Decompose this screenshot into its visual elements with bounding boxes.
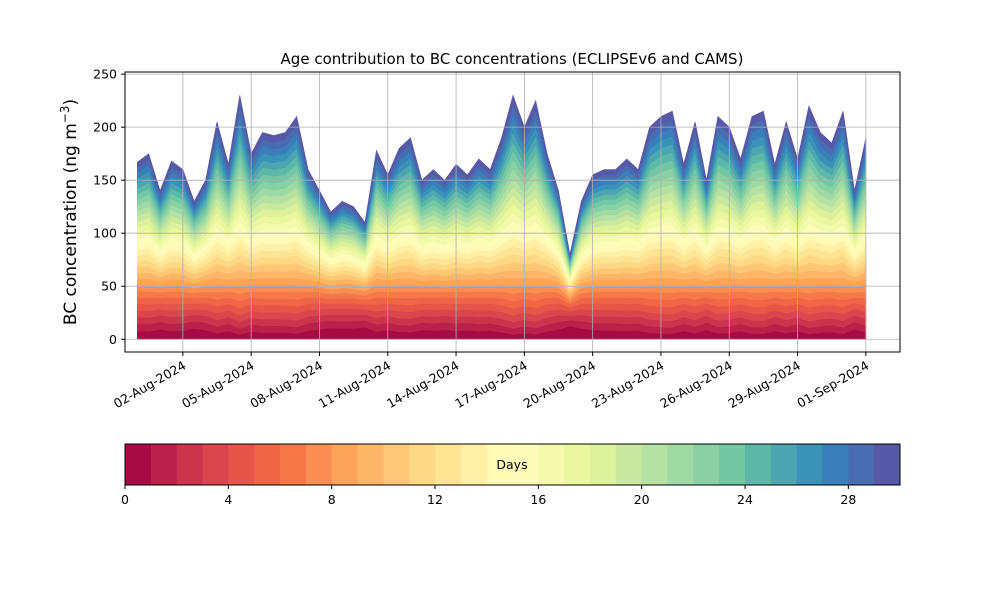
colorbar-cell	[564, 444, 591, 485]
colorbar-cell	[641, 444, 668, 485]
colorbar-cell	[719, 444, 746, 485]
colorbar-cell	[150, 444, 178, 485]
y-tick-label: 50	[101, 279, 117, 294]
colorbar-tick-label: 12	[427, 492, 443, 507]
colorbar-cell	[822, 444, 849, 485]
y-tick-label: 150	[93, 173, 117, 188]
colorbar-cell	[280, 444, 307, 485]
colorbar-cell	[383, 444, 410, 485]
colorbar-tick-label: 4	[224, 492, 232, 507]
colorbar: Days 0 4 8 12 16 20 24 28	[121, 443, 901, 507]
colorbar-cell	[331, 444, 358, 485]
colorbar-cell	[409, 444, 436, 485]
colorbar-cell	[435, 444, 462, 485]
axes-frame	[124, 71, 901, 353]
y-axis-label-close: )	[61, 99, 81, 106]
chart-title: Age contribution to BC concentrations (E…	[281, 50, 744, 68]
y-axis: 0 50 100 150 200 250	[93, 67, 125, 347]
colorbar-cell	[228, 444, 255, 485]
colorbar-cell	[176, 444, 203, 485]
y-tick-label: 0	[109, 332, 117, 347]
colorbar-cell	[305, 444, 333, 485]
colorbar-tick-label: 20	[634, 492, 650, 507]
colorbar-cell	[874, 444, 901, 485]
colorbar-cell	[667, 444, 694, 485]
colorbar-cell	[770, 444, 798, 485]
colorbar-cell	[486, 444, 513, 485]
colorbar-tick-label: 28	[840, 492, 856, 507]
colorbar-cell	[202, 444, 229, 485]
colorbar-frame	[124, 443, 901, 486]
colorbar-tick-label: 16	[530, 492, 546, 507]
colorbar-cell	[745, 444, 772, 485]
colorbar-cell	[796, 444, 823, 485]
colorbar-cell	[590, 444, 617, 485]
colorbar-cell	[254, 444, 281, 485]
colorbar-tick-label: 0	[121, 492, 129, 507]
y-tick-label: 100	[93, 226, 117, 241]
y-axis-label-exponent: −3	[58, 105, 72, 123]
colorbar-tick-label: 8	[328, 492, 336, 507]
colorbar-cell	[357, 444, 384, 485]
colorbar-cell	[125, 444, 152, 485]
y-tick-label: 250	[93, 67, 117, 82]
colorbar-label: Days	[496, 457, 527, 472]
colorbar-ticks: 0 4 8 12 16 20 24 28	[121, 485, 856, 507]
colorbar-cell	[848, 444, 875, 485]
colorbar-cell	[693, 444, 720, 485]
colorbar-cell	[538, 444, 565, 485]
grid-lines	[125, 72, 900, 352]
colorbar-cell	[512, 444, 539, 485]
colorbar-cell	[615, 444, 643, 485]
colorbar-tick-label: 24	[737, 492, 753, 507]
colorbar-cell	[460, 444, 488, 485]
y-axis-label: BC concentration (ng m−3)	[58, 99, 81, 325]
y-tick-label: 200	[93, 120, 117, 135]
y-axis-label-base: BC concentration (ng m	[61, 123, 81, 325]
colorbar-cells	[125, 444, 901, 485]
